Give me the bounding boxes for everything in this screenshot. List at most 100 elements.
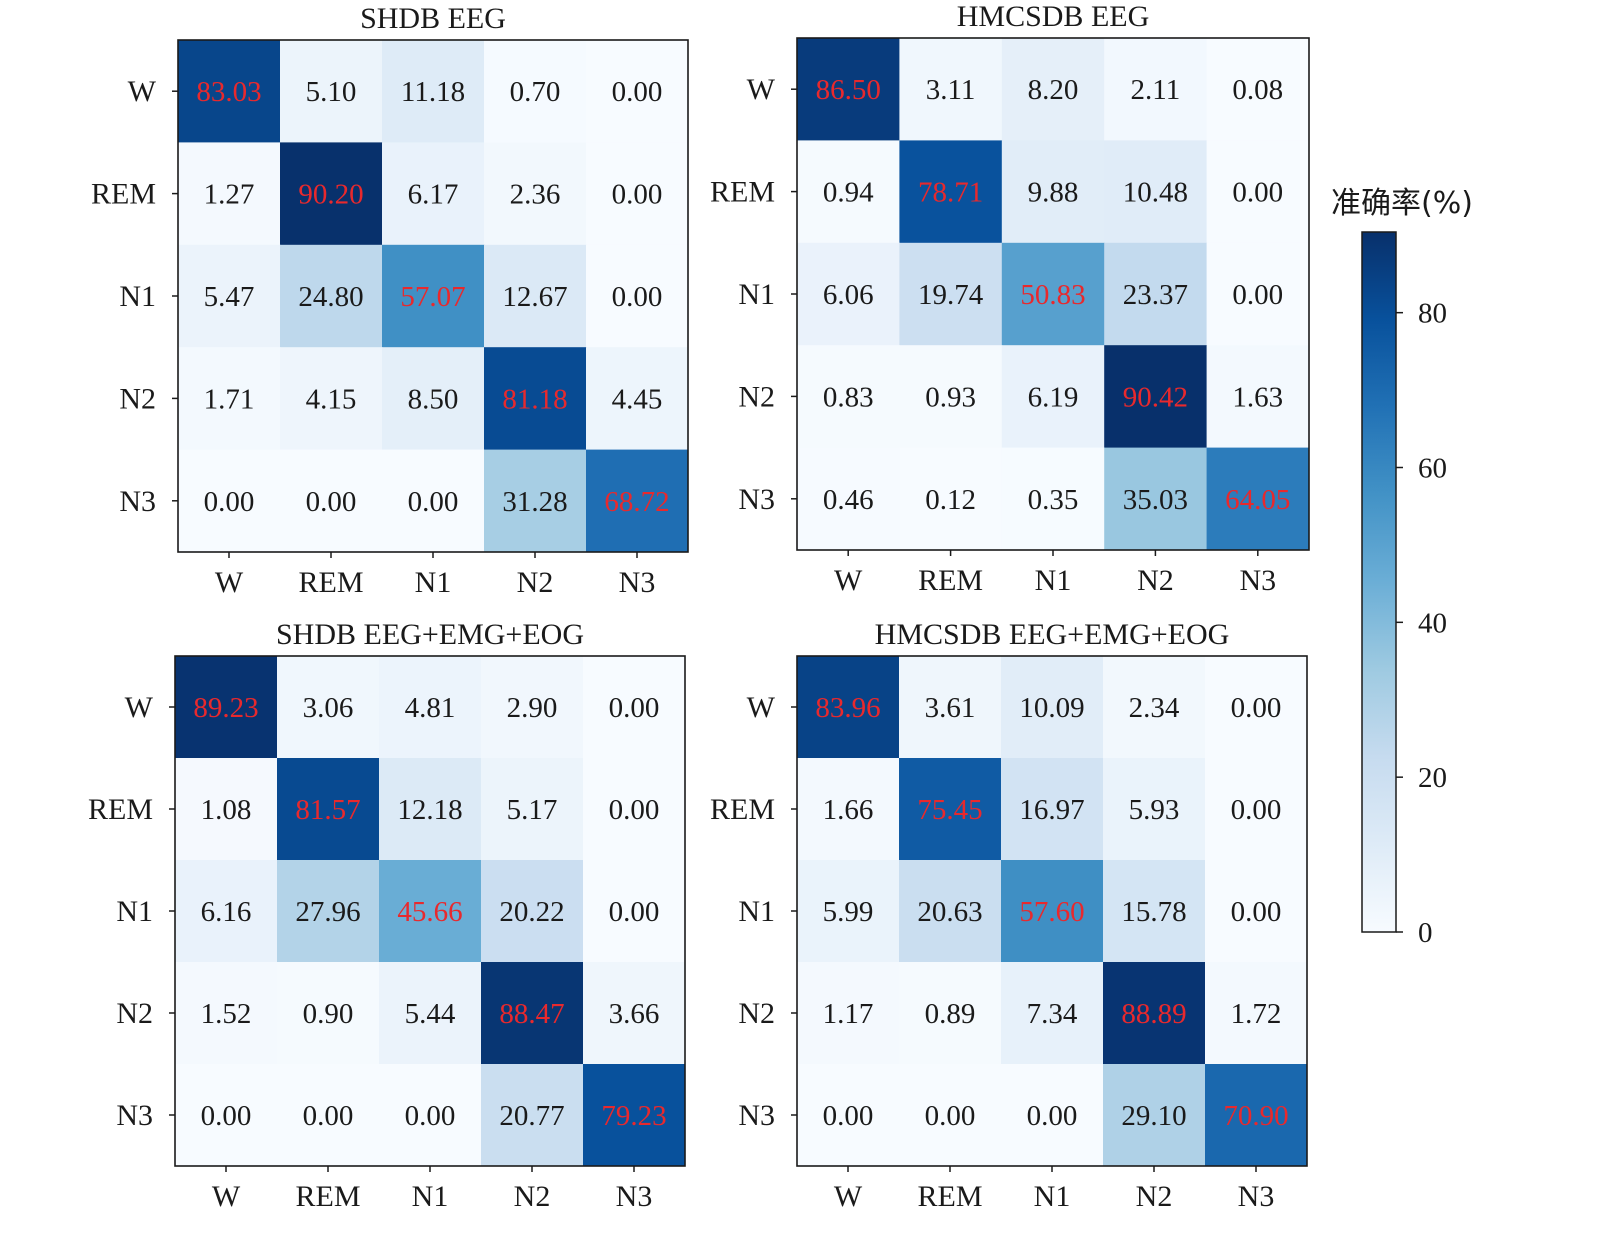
heatmap-cell [379, 656, 482, 759]
cell-value-label: 89.23 [193, 692, 258, 724]
x-tick-label: W [834, 1180, 863, 1213]
x-tick-label: N3 [1239, 564, 1276, 597]
cell-value-label: 3.61 [925, 692, 976, 724]
cell-value-label: 27.96 [295, 896, 360, 928]
cell-value-label: 1.17 [823, 998, 874, 1030]
heatmap-cell [175, 1064, 278, 1167]
x-tick-label: REM [917, 1180, 982, 1213]
cell-value-label: 0.00 [1231, 794, 1282, 826]
heatmap-cell [797, 1064, 900, 1167]
cell-value-label: 0.90 [303, 998, 354, 1030]
y-tick-label: N2 [119, 382, 156, 415]
cell-value-label: 0.93 [925, 381, 976, 413]
x-tick-label: REM [298, 566, 363, 599]
cell-value-label: 12.67 [502, 281, 567, 313]
heatmap-cell [797, 656, 900, 759]
cell-value-label: 0.00 [1231, 692, 1282, 724]
cell-value-label: 1.52 [201, 998, 252, 1030]
heatmap-cell [382, 347, 485, 451]
cell-value-label: 90.42 [1123, 381, 1188, 413]
cell-value-label: 79.23 [601, 1100, 666, 1132]
cell-value-label: 4.15 [306, 383, 357, 415]
x-tick-label: W [212, 1180, 241, 1213]
heatmap-cell [1205, 860, 1308, 963]
cell-value-label: 0.00 [408, 486, 459, 518]
heatmap-cell [797, 345, 900, 449]
cell-value-label: 24.80 [298, 281, 363, 313]
cell-value-label: 10.48 [1123, 177, 1188, 209]
heatmap-cell [1104, 447, 1208, 551]
cell-value-label: 0.00 [609, 794, 660, 826]
heatmap-cell [1104, 140, 1208, 244]
cell-value-label: 0.00 [1027, 1100, 1078, 1132]
y-tick-label: N2 [116, 997, 153, 1030]
cell-value-label: 57.60 [1019, 896, 1084, 928]
cell-value-label: 1.71 [204, 383, 255, 415]
heatmap-cell [178, 347, 281, 451]
heatmap-cell [484, 40, 587, 143]
heatmap-cell [586, 449, 689, 553]
y-tick-label: N2 [738, 380, 775, 413]
heatmap-cell [178, 40, 281, 143]
cell-value-label: 1.66 [823, 794, 874, 826]
y-tick-label: N1 [119, 280, 156, 313]
x-tick-label: N2 [517, 566, 554, 599]
panel-title: HMCSDB EEG [957, 0, 1150, 33]
heatmap-cell [583, 758, 686, 861]
colorbar: 准确率(%) 0 20 40 60 80 [1331, 186, 1473, 949]
cell-value-label: 9.88 [1028, 177, 1079, 209]
cell-value-label: 75.45 [917, 794, 982, 826]
cell-value-label: 0.00 [612, 76, 663, 108]
heatmap-cell [484, 449, 587, 553]
y-tick-label: N3 [738, 1099, 775, 1132]
heatmap-cell [899, 242, 1003, 346]
cell-value-label: 0.00 [612, 179, 663, 211]
cell-value-label: 0.00 [1232, 177, 1283, 209]
heatmap-cell [583, 860, 686, 963]
heatmap-panel: SHDB EEG+EMG+EOG 89.23 3.06 4.81 2.90 0.00 1.0… [88, 618, 686, 1213]
cell-value-label: 90.20 [298, 179, 363, 211]
heatmap-panel: HMCSDB EEG+EMG+EOG 83.96 3.61 10.09 2.34 0.00… [710, 618, 1308, 1213]
x-tick-label: N3 [619, 566, 656, 599]
x-tick-label: W [834, 564, 863, 597]
colorbar-tick-label: 80 [1418, 298, 1447, 330]
cell-value-label: 86.50 [816, 74, 881, 106]
heatmap-cell [277, 860, 380, 963]
heatmap-cell [1205, 656, 1308, 759]
heatmap-cell [1001, 345, 1105, 449]
x-tick-label: N1 [412, 1180, 449, 1213]
x-tick-label: REM [918, 564, 983, 597]
cell-value-label: 0.00 [609, 896, 660, 928]
x-tick-label: N1 [1034, 1180, 1071, 1213]
colorbar-tick-label: 60 [1418, 453, 1447, 485]
cell-value-label: 1.27 [204, 179, 255, 211]
heatmap-cell [1206, 38, 1310, 141]
x-tick-label: N2 [1136, 1180, 1173, 1213]
heatmap-cell [379, 1064, 482, 1167]
cell-value-label: 31.28 [502, 486, 567, 518]
heatmap-cell [484, 347, 587, 451]
heatmap-cell [379, 860, 482, 963]
heatmap-cell [280, 347, 383, 451]
cell-value-label: 1.08 [201, 794, 252, 826]
colorbar-tick-label: 20 [1418, 762, 1447, 794]
heatmap-cell [175, 962, 278, 1065]
x-tick-label: N1 [1035, 564, 1072, 597]
heatmap-cell [1001, 656, 1104, 759]
heatmap-cell [178, 142, 281, 246]
y-tick-label: W [747, 73, 776, 106]
heatmap-cell [175, 656, 278, 759]
heatmap-cell [797, 140, 900, 244]
cell-value-label: 0.00 [925, 1100, 976, 1132]
heatmap-cell [382, 142, 485, 246]
heatmap-cell [280, 244, 383, 348]
heatmap-cell [481, 758, 584, 861]
heatmap-cell [484, 244, 587, 348]
y-tick-label: N2 [738, 997, 775, 1030]
heatmap-cell [481, 1064, 584, 1167]
y-tick-label: N3 [116, 1099, 153, 1132]
heatmap-cell [1001, 242, 1105, 346]
cell-value-label: 0.00 [405, 1100, 456, 1132]
cell-value-label: 0.00 [201, 1100, 252, 1132]
cell-value-label: 78.71 [918, 177, 983, 209]
